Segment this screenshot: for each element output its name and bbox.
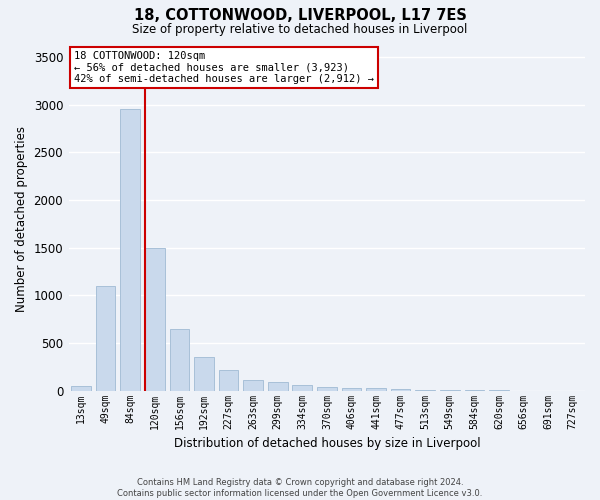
Bar [341, 388, 361, 390]
Bar [268, 382, 287, 390]
Bar [170, 328, 189, 390]
Bar [96, 286, 115, 391]
Bar [145, 248, 164, 390]
Bar [218, 370, 238, 390]
Bar [194, 358, 214, 390]
Text: Size of property relative to detached houses in Liverpool: Size of property relative to detached ho… [133, 22, 467, 36]
Text: 18, COTTONWOOD, LIVERPOOL, L17 7ES: 18, COTTONWOOD, LIVERPOOL, L17 7ES [134, 8, 466, 22]
Bar [243, 380, 263, 390]
Bar [292, 386, 312, 390]
Text: 18 COTTONWOOD: 120sqm
← 56% of detached houses are smaller (3,923)
42% of semi-d: 18 COTTONWOOD: 120sqm ← 56% of detached … [74, 51, 374, 84]
Y-axis label: Number of detached properties: Number of detached properties [15, 126, 28, 312]
Bar [71, 386, 91, 390]
Bar [391, 389, 410, 390]
X-axis label: Distribution of detached houses by size in Liverpool: Distribution of detached houses by size … [173, 437, 480, 450]
Bar [317, 387, 337, 390]
Bar [121, 110, 140, 390]
Bar [366, 388, 386, 390]
Text: Contains HM Land Registry data © Crown copyright and database right 2024.
Contai: Contains HM Land Registry data © Crown c… [118, 478, 482, 498]
